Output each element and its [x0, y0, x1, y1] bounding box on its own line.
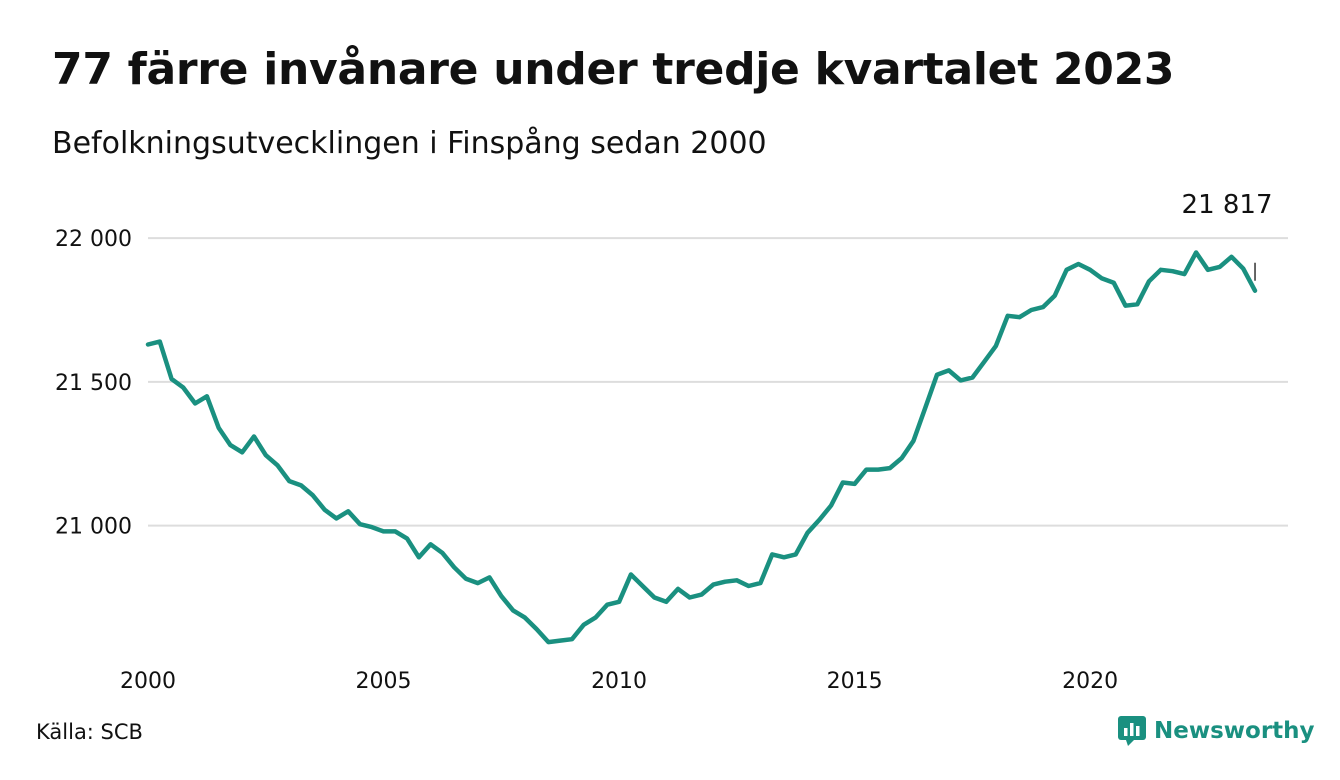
x-tick-label: 2010	[591, 669, 647, 694]
brand-logo: Newsworthy	[1118, 714, 1315, 748]
y-tick-label: 21 500	[55, 371, 132, 396]
y-axis-ticks: 21 000 21 500 22 000	[55, 227, 132, 540]
y-tick-label: 22 000	[55, 227, 132, 252]
y-tick-label: 21 000	[55, 515, 132, 540]
x-tick-label: 2005	[356, 669, 412, 694]
source-note: Källa: SCB	[36, 720, 143, 744]
series-line-population	[145, 250, 1258, 645]
x-tick-label: 2020	[1062, 669, 1118, 694]
x-axis-ticks: 2000 2005 2010 2015 2020	[120, 669, 1118, 694]
annotation-label-last-value: 21 817	[1182, 190, 1273, 220]
chart-subtitle: Befolkningsutvecklingen i Finspång sedan…	[52, 126, 767, 161]
gridlines	[148, 237, 1288, 527]
x-tick-label: 2015	[827, 669, 883, 694]
x-tick-label: 2000	[120, 669, 176, 694]
brand-name: Newsworthy	[1154, 718, 1315, 744]
newsworthy-logo-icon	[1118, 716, 1146, 746]
chart-title: 77 färre invånare under tredje kvartalet…	[52, 44, 1175, 95]
